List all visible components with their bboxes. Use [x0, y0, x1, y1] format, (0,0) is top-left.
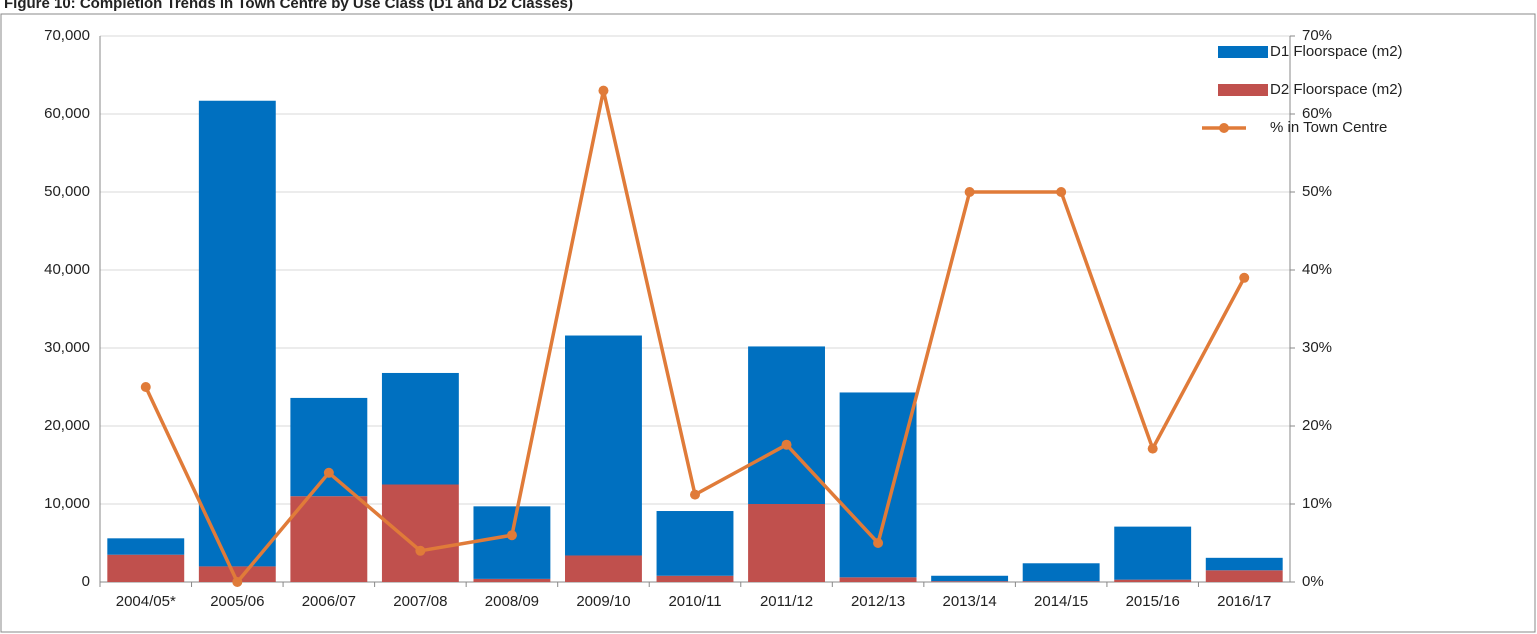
bar [931, 575, 1009, 582]
chart-border [0, 13, 1536, 633]
line-point [1147, 443, 1158, 454]
line-point [140, 382, 151, 392]
line-point [232, 577, 243, 587]
line-point [781, 439, 792, 450]
bar [198, 100, 276, 567]
bar [381, 372, 459, 485]
bar [107, 554, 185, 582]
x-tick-label: 2014/15 [1034, 593, 1088, 610]
bar [656, 511, 734, 576]
x-tick-label: 2010/11 [668, 593, 721, 610]
bar [565, 335, 642, 556]
bar [931, 581, 1009, 582]
x-tick-label: 2012/13 [851, 593, 905, 610]
bar [1022, 581, 1100, 582]
bar [839, 392, 917, 578]
legend-swatch [1219, 123, 1229, 133]
y2-tick-label: 50% [1302, 183, 1332, 200]
legend-label: D2 Floorspace (m2) [1270, 81, 1403, 98]
x-tick-label: 2006/07 [302, 593, 356, 610]
y-tick-label: 10,000 [44, 495, 90, 512]
x-tick-label: 2004/05* [116, 593, 176, 610]
legend-label: D1 Floorspace (m2) [1270, 43, 1403, 60]
bar [748, 504, 825, 582]
line-point [1056, 187, 1067, 197]
y2-tick-label: 20% [1302, 417, 1332, 434]
x-tick-label: 2005/06 [210, 593, 264, 610]
y-tick-label: 40,000 [44, 261, 90, 278]
bar [656, 575, 734, 582]
line-point [873, 538, 884, 548]
bar [748, 346, 825, 504]
y2-tick-label: 30% [1302, 339, 1332, 356]
bar [381, 484, 459, 582]
x-tick-label: 2007/08 [393, 593, 447, 610]
y-tick-label: 20,000 [44, 417, 90, 434]
x-tick-label: 2015/16 [1126, 593, 1180, 610]
y2-tick-label: 60% [1302, 105, 1332, 122]
line-point [690, 489, 700, 500]
bar [1114, 526, 1192, 580]
line-point [598, 85, 609, 96]
bar [473, 578, 551, 582]
y2-tick-label: 70% [1302, 27, 1332, 44]
y-tick-label: 60,000 [44, 105, 90, 122]
line-point [415, 545, 426, 556]
bar [839, 577, 917, 582]
x-tick-label: 2016/17 [1217, 593, 1271, 610]
y-tick-label: 50,000 [44, 183, 90, 200]
bar [1114, 579, 1192, 582]
line-point [1239, 272, 1250, 283]
legend-label: % in Town Centre [1270, 119, 1387, 136]
x-tick-label: 2009/10 [576, 593, 630, 610]
bar [290, 496, 368, 582]
bar [565, 555, 642, 582]
bar [1205, 570, 1283, 582]
bar [107, 538, 185, 555]
bar [198, 566, 276, 582]
bar [1022, 563, 1100, 582]
line-point [964, 187, 975, 197]
bar [473, 506, 551, 579]
y2-tick-label: 0% [1302, 573, 1324, 590]
line-point [506, 530, 517, 541]
chart-title: Figure 10: Completion Trends in Town Cen… [4, 0, 573, 12]
x-tick-label: 2011/12 [760, 593, 813, 610]
bar [290, 397, 368, 497]
x-tick-label: 2008/09 [485, 593, 539, 610]
bar [1205, 557, 1283, 571]
y-tick-label: 0 [82, 573, 90, 590]
y-tick-label: 30,000 [44, 339, 90, 356]
legend-swatch [1218, 84, 1268, 96]
x-tick-label: 2013/14 [942, 593, 996, 610]
y2-tick-label: 10% [1302, 495, 1332, 512]
y2-tick-label: 40% [1302, 261, 1332, 278]
legend-swatch [1218, 46, 1268, 58]
y-tick-label: 70,000 [44, 27, 90, 44]
line-point [323, 467, 334, 478]
